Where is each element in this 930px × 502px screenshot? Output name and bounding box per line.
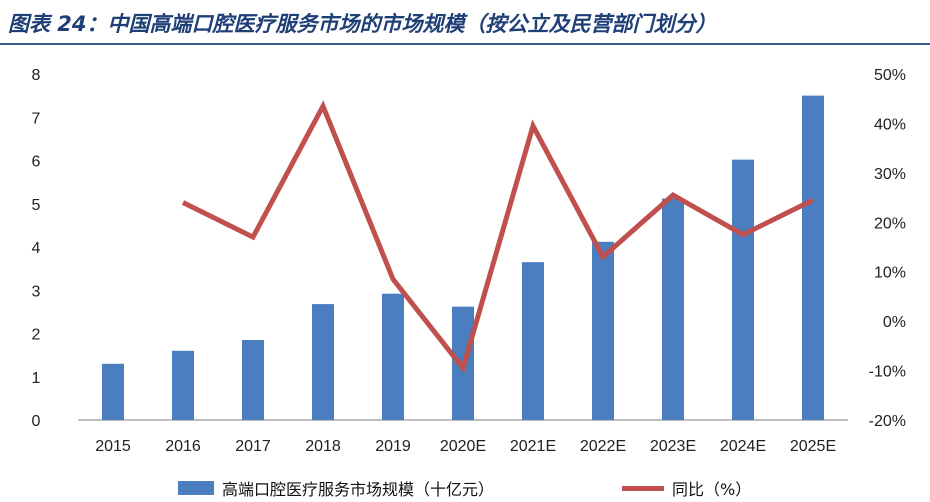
y-left-tick-label: 8 xyxy=(32,67,41,84)
y-right-tick-label: 20% xyxy=(874,215,906,232)
bar xyxy=(522,262,544,420)
x-tick-label: 2022E xyxy=(580,438,626,455)
legend-swatch-bar xyxy=(178,481,214,495)
x-tick-label: 2025E xyxy=(790,438,836,455)
legend-swatch-line xyxy=(622,485,664,491)
bar xyxy=(732,159,754,420)
y-right-tick-label: -20% xyxy=(869,413,906,430)
x-tick-label: 2024E xyxy=(720,438,766,455)
x-tick-label: 2018 xyxy=(305,438,341,455)
legend-label-line: 同比（%） xyxy=(672,480,752,499)
x-tick-label: 2021E xyxy=(510,438,556,455)
legend-item-line: 同比（%） xyxy=(622,476,751,500)
y-right-tick-label: 40% xyxy=(874,116,906,133)
bar xyxy=(172,350,194,420)
title-divider xyxy=(0,43,930,45)
x-tick-label: 2019 xyxy=(375,438,411,455)
x-tick-label: 2020E xyxy=(440,438,486,455)
y-left-tick-label: 7 xyxy=(32,110,41,127)
bar xyxy=(312,304,334,420)
yoy-line xyxy=(181,100,815,374)
x-tick-label: 2015 xyxy=(95,438,131,455)
y-left-tick-label: 6 xyxy=(32,154,41,171)
bar xyxy=(382,293,404,420)
y-left-tick-label: 0 xyxy=(32,413,41,430)
y-left-tick-label: 4 xyxy=(32,240,41,257)
bar xyxy=(662,198,684,420)
chart-plot: 0 1 2 3 4 5 6 7 8 -20% -10% 0% 10% 20% 30% 40% 50% 2015 20… xyxy=(32,67,906,455)
bar xyxy=(802,95,824,420)
y-right-tick-label: 30% xyxy=(874,166,906,183)
legend: 高端口腔医疗服务市场规模（十亿元） 同比（%） xyxy=(0,476,930,500)
y-left-tick-label: 2 xyxy=(32,327,41,344)
x-tick-label: 2017 xyxy=(235,438,271,455)
y-left-tick-label: 1 xyxy=(32,370,41,387)
chart-title: 图表 24：中国高端口腔医疗服务市场的市场规模（按公立及民营部门划分） xyxy=(8,12,717,36)
bar xyxy=(592,241,614,420)
legend-label-bar: 高端口腔医疗服务市场规模（十亿元） xyxy=(222,480,495,499)
y-left-tick-label: 5 xyxy=(32,197,41,214)
bar xyxy=(102,363,124,420)
y-left-tick-label: 3 xyxy=(32,283,41,300)
bar xyxy=(242,339,264,420)
x-tick-label: 2023E xyxy=(650,438,696,455)
y-right-tick-label: -10% xyxy=(869,364,906,381)
title-bar: 图表 24：中国高端口腔医疗服务市场的市场规模（按公立及民营部门划分） xyxy=(0,0,930,46)
legend-item-bar: 高端口腔医疗服务市场规模（十亿元） xyxy=(178,476,494,500)
y-right-tick-label: 50% xyxy=(874,67,906,84)
y-right-tick-label: 10% xyxy=(874,265,906,282)
x-tick-label: 2016 xyxy=(165,438,201,455)
y-right-tick-label: 0% xyxy=(883,314,906,331)
